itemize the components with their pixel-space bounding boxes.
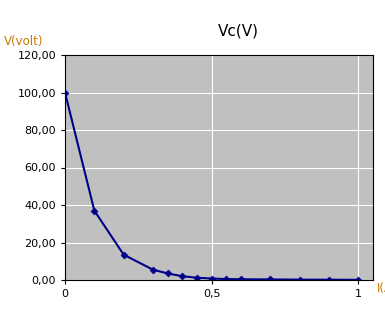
Text: I(A): I(A) <box>377 282 385 295</box>
Text: Vc(V): Vc(V) <box>218 23 259 39</box>
Text: V(volt): V(volt) <box>4 35 44 48</box>
